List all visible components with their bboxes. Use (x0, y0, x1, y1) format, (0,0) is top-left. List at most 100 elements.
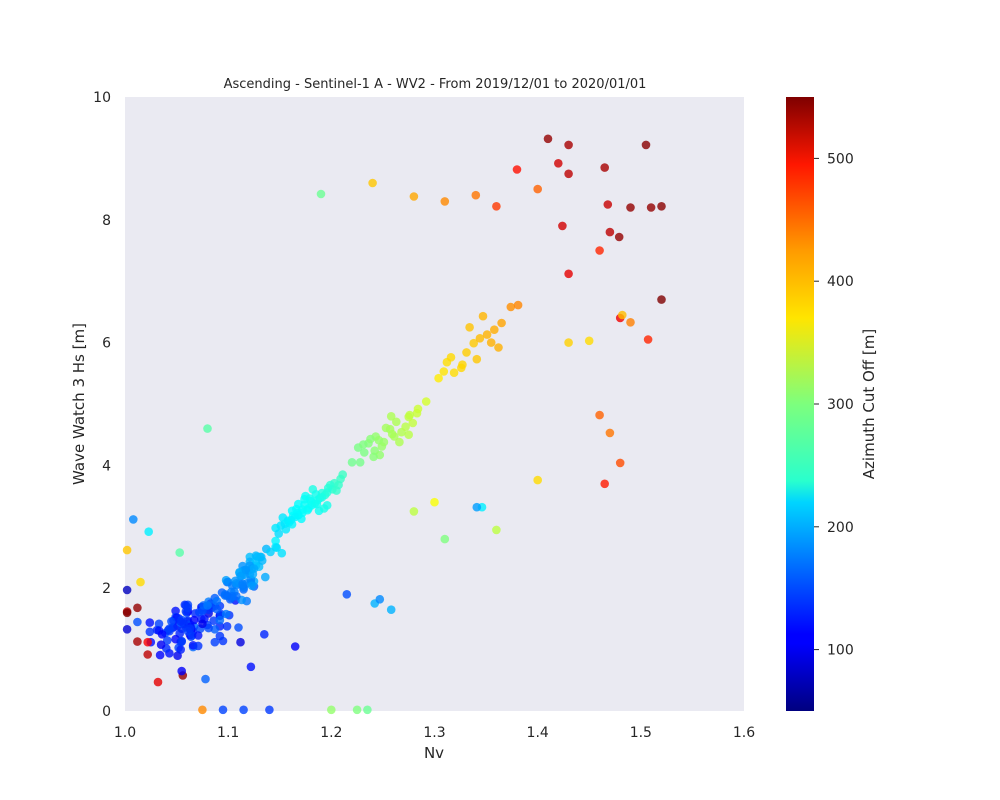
data-point (271, 536, 280, 546)
y-tick-label: 6 (102, 336, 111, 352)
data-point (482, 330, 492, 339)
data-point (641, 140, 651, 150)
data-point (595, 246, 604, 255)
data-point (177, 666, 186, 676)
data-point (369, 452, 378, 462)
data-point (277, 548, 287, 558)
data-point (584, 336, 594, 346)
data-point (133, 603, 142, 613)
data-point (316, 189, 326, 199)
data-point (332, 486, 341, 495)
data-point (272, 543, 282, 552)
data-point (492, 202, 501, 211)
data-point (212, 604, 222, 614)
data-point (145, 627, 155, 637)
data-point (260, 630, 269, 639)
data-point (122, 608, 132, 618)
data-point (352, 705, 362, 715)
colorbar-tick-label: 200 (827, 520, 854, 536)
data-point (363, 705, 372, 715)
data-point (274, 529, 284, 538)
x-tick-label: 1.6 (733, 725, 755, 741)
data-point (136, 577, 145, 587)
plot-area (125, 97, 744, 711)
data-point (157, 630, 167, 639)
data-point (290, 642, 300, 651)
data-point (221, 609, 231, 619)
data-point (246, 662, 256, 672)
data-point (615, 458, 625, 468)
data-point (421, 397, 431, 406)
data-point (154, 619, 164, 629)
data-point (440, 534, 450, 544)
data-point (122, 545, 132, 555)
data-point (595, 410, 604, 420)
data-point (165, 624, 174, 633)
data-point (446, 353, 456, 362)
data-point (603, 200, 613, 209)
y-tick-label: 4 (102, 458, 111, 474)
data-point (183, 603, 193, 613)
data-point (439, 367, 449, 376)
data-point (177, 636, 186, 646)
data-point (408, 418, 418, 428)
data-point (203, 601, 212, 610)
data-point (465, 323, 474, 332)
data-point (303, 505, 312, 515)
y-tick-label: 10 (93, 90, 111, 106)
data-point (171, 606, 180, 616)
data-point (395, 437, 404, 447)
data-point (657, 295, 666, 304)
data-point (144, 527, 153, 536)
data-point (163, 636, 172, 645)
data-point (386, 605, 396, 614)
data-point (564, 338, 573, 347)
data-point (145, 618, 155, 627)
x-tick-label: 1.0 (114, 725, 136, 741)
data-point (201, 674, 210, 684)
data-point (212, 596, 222, 606)
colorbar-label: Azimuth Cut Off [m] (860, 329, 878, 479)
data-point (471, 190, 481, 200)
data-point (193, 631, 203, 640)
data-point (257, 556, 267, 565)
data-point (618, 310, 627, 320)
data-point (189, 615, 199, 625)
data-point (249, 564, 259, 573)
colorbar-tick-label: 100 (827, 643, 854, 659)
data-point (193, 641, 203, 651)
data-point (167, 617, 176, 626)
data-point (143, 637, 152, 647)
data-point (626, 203, 635, 212)
data-point (222, 591, 232, 600)
data-point (458, 360, 467, 370)
data-point (210, 637, 220, 647)
data-point (133, 617, 142, 627)
data-point (564, 169, 573, 179)
data-point (198, 619, 207, 629)
data-point (156, 640, 166, 649)
data-point (497, 318, 506, 328)
data-point (286, 515, 296, 525)
data-point (404, 430, 414, 440)
data-point (478, 311, 488, 321)
data-point (359, 440, 368, 449)
data-point (401, 422, 410, 432)
data-point (342, 590, 352, 599)
data-point (462, 348, 471, 357)
data-point (232, 579, 241, 588)
data-point (247, 581, 257, 590)
data-point (387, 429, 397, 439)
data-point (490, 325, 499, 335)
data-point (449, 368, 459, 378)
data-point (605, 428, 615, 438)
data-point (392, 417, 401, 427)
data-point (209, 616, 218, 625)
data-point (222, 622, 232, 631)
data-point (405, 410, 415, 420)
data-point (375, 595, 385, 604)
data-point (494, 343, 503, 352)
x-axis-ticks: 1.0 1.1 1.2 1.3 1.4 1.5 1.6 (114, 725, 755, 741)
data-point (486, 338, 496, 347)
